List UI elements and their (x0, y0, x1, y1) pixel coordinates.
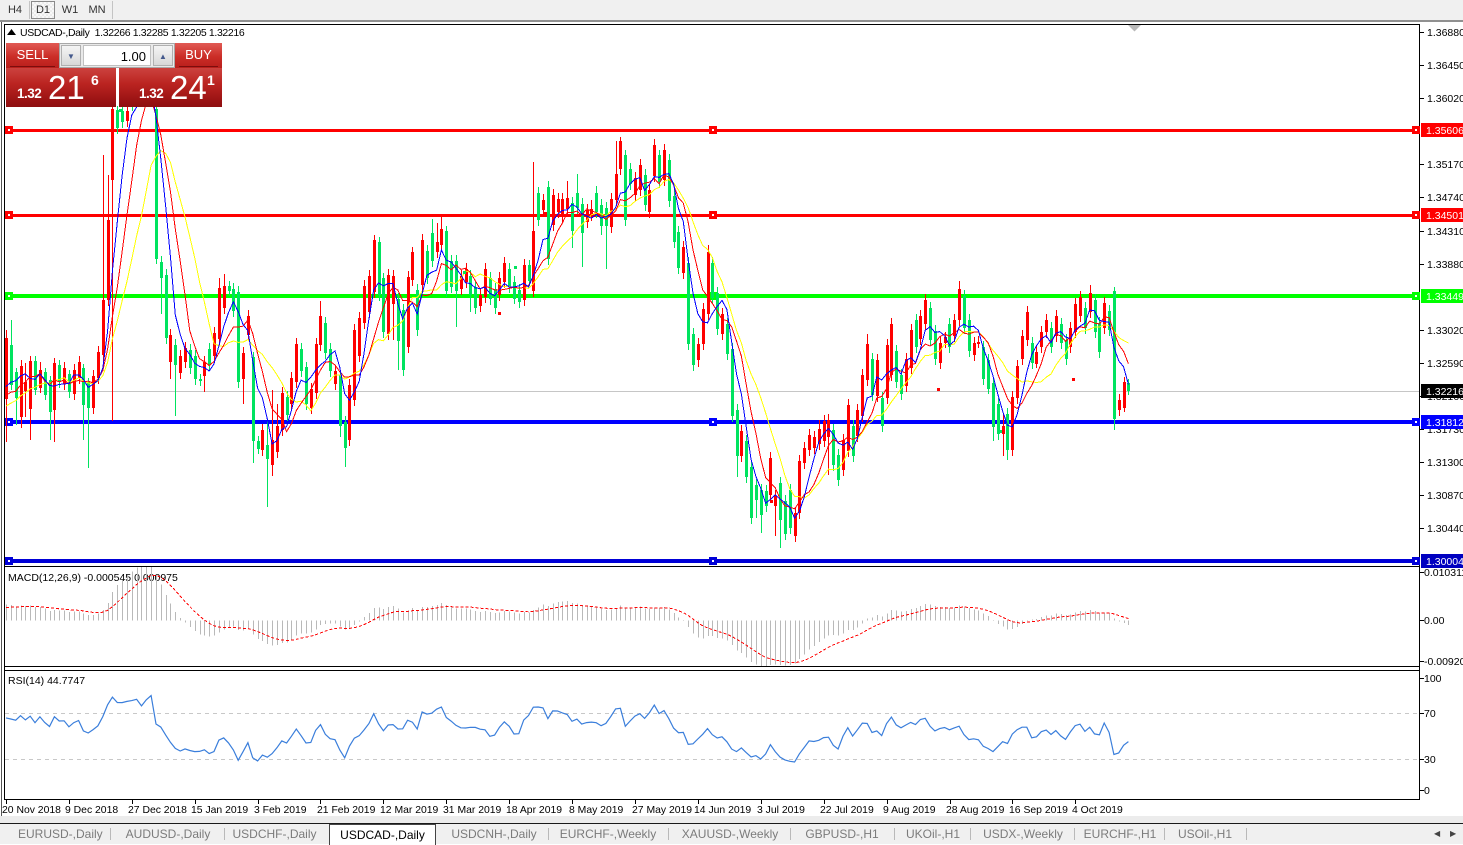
svg-text:1.36880: 1.36880 (1427, 27, 1463, 39)
svg-text:100: 100 (1424, 673, 1442, 685)
svg-text:3 Feb 2019: 3 Feb 2019 (254, 805, 307, 816)
svg-text:15 Jan 2019: 15 Jan 2019 (191, 805, 248, 816)
svg-text:9 Dec 2018: 9 Dec 2018 (65, 805, 118, 816)
svg-text:22 Jul 2019: 22 Jul 2019 (820, 805, 874, 816)
svg-text:0.010311: 0.010311 (1424, 567, 1463, 579)
svg-text:RSI(14) 44.7747: RSI(14) 44.7747 (8, 675, 85, 687)
svg-text:1.32590: 1.32590 (1427, 358, 1463, 370)
svg-text:3 Jul 2019: 3 Jul 2019 (757, 805, 805, 816)
svg-text:28 Aug 2019: 28 Aug 2019 (946, 805, 1005, 816)
svg-text:1.31300: 1.31300 (1427, 457, 1463, 469)
svg-text:12 Mar 2019: 12 Mar 2019 (380, 805, 439, 816)
svg-text:8 May 2019: 8 May 2019 (569, 805, 624, 816)
svg-text:1.34501: 1.34501 (1426, 210, 1463, 222)
svg-text:1.35606: 1.35606 (1426, 125, 1463, 137)
svg-text:18 Apr 2019: 18 Apr 2019 (506, 805, 562, 816)
svg-text:MACD(12,26,9) -0.000545 0.0009: MACD(12,26,9) -0.000545 0.000975 (8, 572, 178, 584)
svg-text:27 Dec 2018: 27 Dec 2018 (128, 805, 187, 816)
svg-text:31 Mar 2019: 31 Mar 2019 (443, 805, 502, 816)
svg-text:16 Sep 2019: 16 Sep 2019 (1009, 805, 1068, 816)
svg-text:30: 30 (1424, 754, 1436, 766)
svg-text:1.31812: 1.31812 (1426, 417, 1463, 429)
svg-text:4 Oct 2019: 4 Oct 2019 (1072, 805, 1123, 816)
svg-text:1.34740: 1.34740 (1427, 192, 1463, 204)
svg-text:9 Aug 2019: 9 Aug 2019 (883, 805, 936, 816)
svg-text:1.36450: 1.36450 (1427, 60, 1463, 72)
svg-text:70: 70 (1424, 708, 1436, 720)
svg-text:21 Feb 2019: 21 Feb 2019 (317, 805, 376, 816)
svg-text:1.34310: 1.34310 (1427, 226, 1463, 238)
svg-text:1.30440: 1.30440 (1427, 523, 1463, 535)
svg-text:USDCAD-,Daily 1.32266 1.32285: USDCAD-,Daily 1.32266 1.32285 1.32205 1.… (20, 27, 245, 39)
svg-text:1.33880: 1.33880 (1427, 259, 1463, 271)
svg-text:1.33020: 1.33020 (1427, 325, 1463, 337)
svg-text:0: 0 (1424, 785, 1430, 797)
svg-text:1.36020: 1.36020 (1427, 93, 1463, 105)
svg-text:1.30004: 1.30004 (1426, 556, 1463, 568)
svg-text:0.00: 0.00 (1424, 615, 1445, 627)
svg-text:14 Jun 2019: 14 Jun 2019 (694, 805, 751, 816)
svg-text:1.32216: 1.32216 (1426, 386, 1463, 398)
svg-text:-0.009203: -0.009203 (1424, 656, 1463, 668)
svg-text:1.33449: 1.33449 (1426, 291, 1463, 303)
svg-text:1.35170: 1.35170 (1427, 159, 1463, 171)
svg-text:1.30870: 1.30870 (1427, 490, 1463, 502)
svg-text:27 May 2019: 27 May 2019 (632, 805, 692, 816)
svg-text:20 Nov 2018: 20 Nov 2018 (2, 805, 61, 816)
